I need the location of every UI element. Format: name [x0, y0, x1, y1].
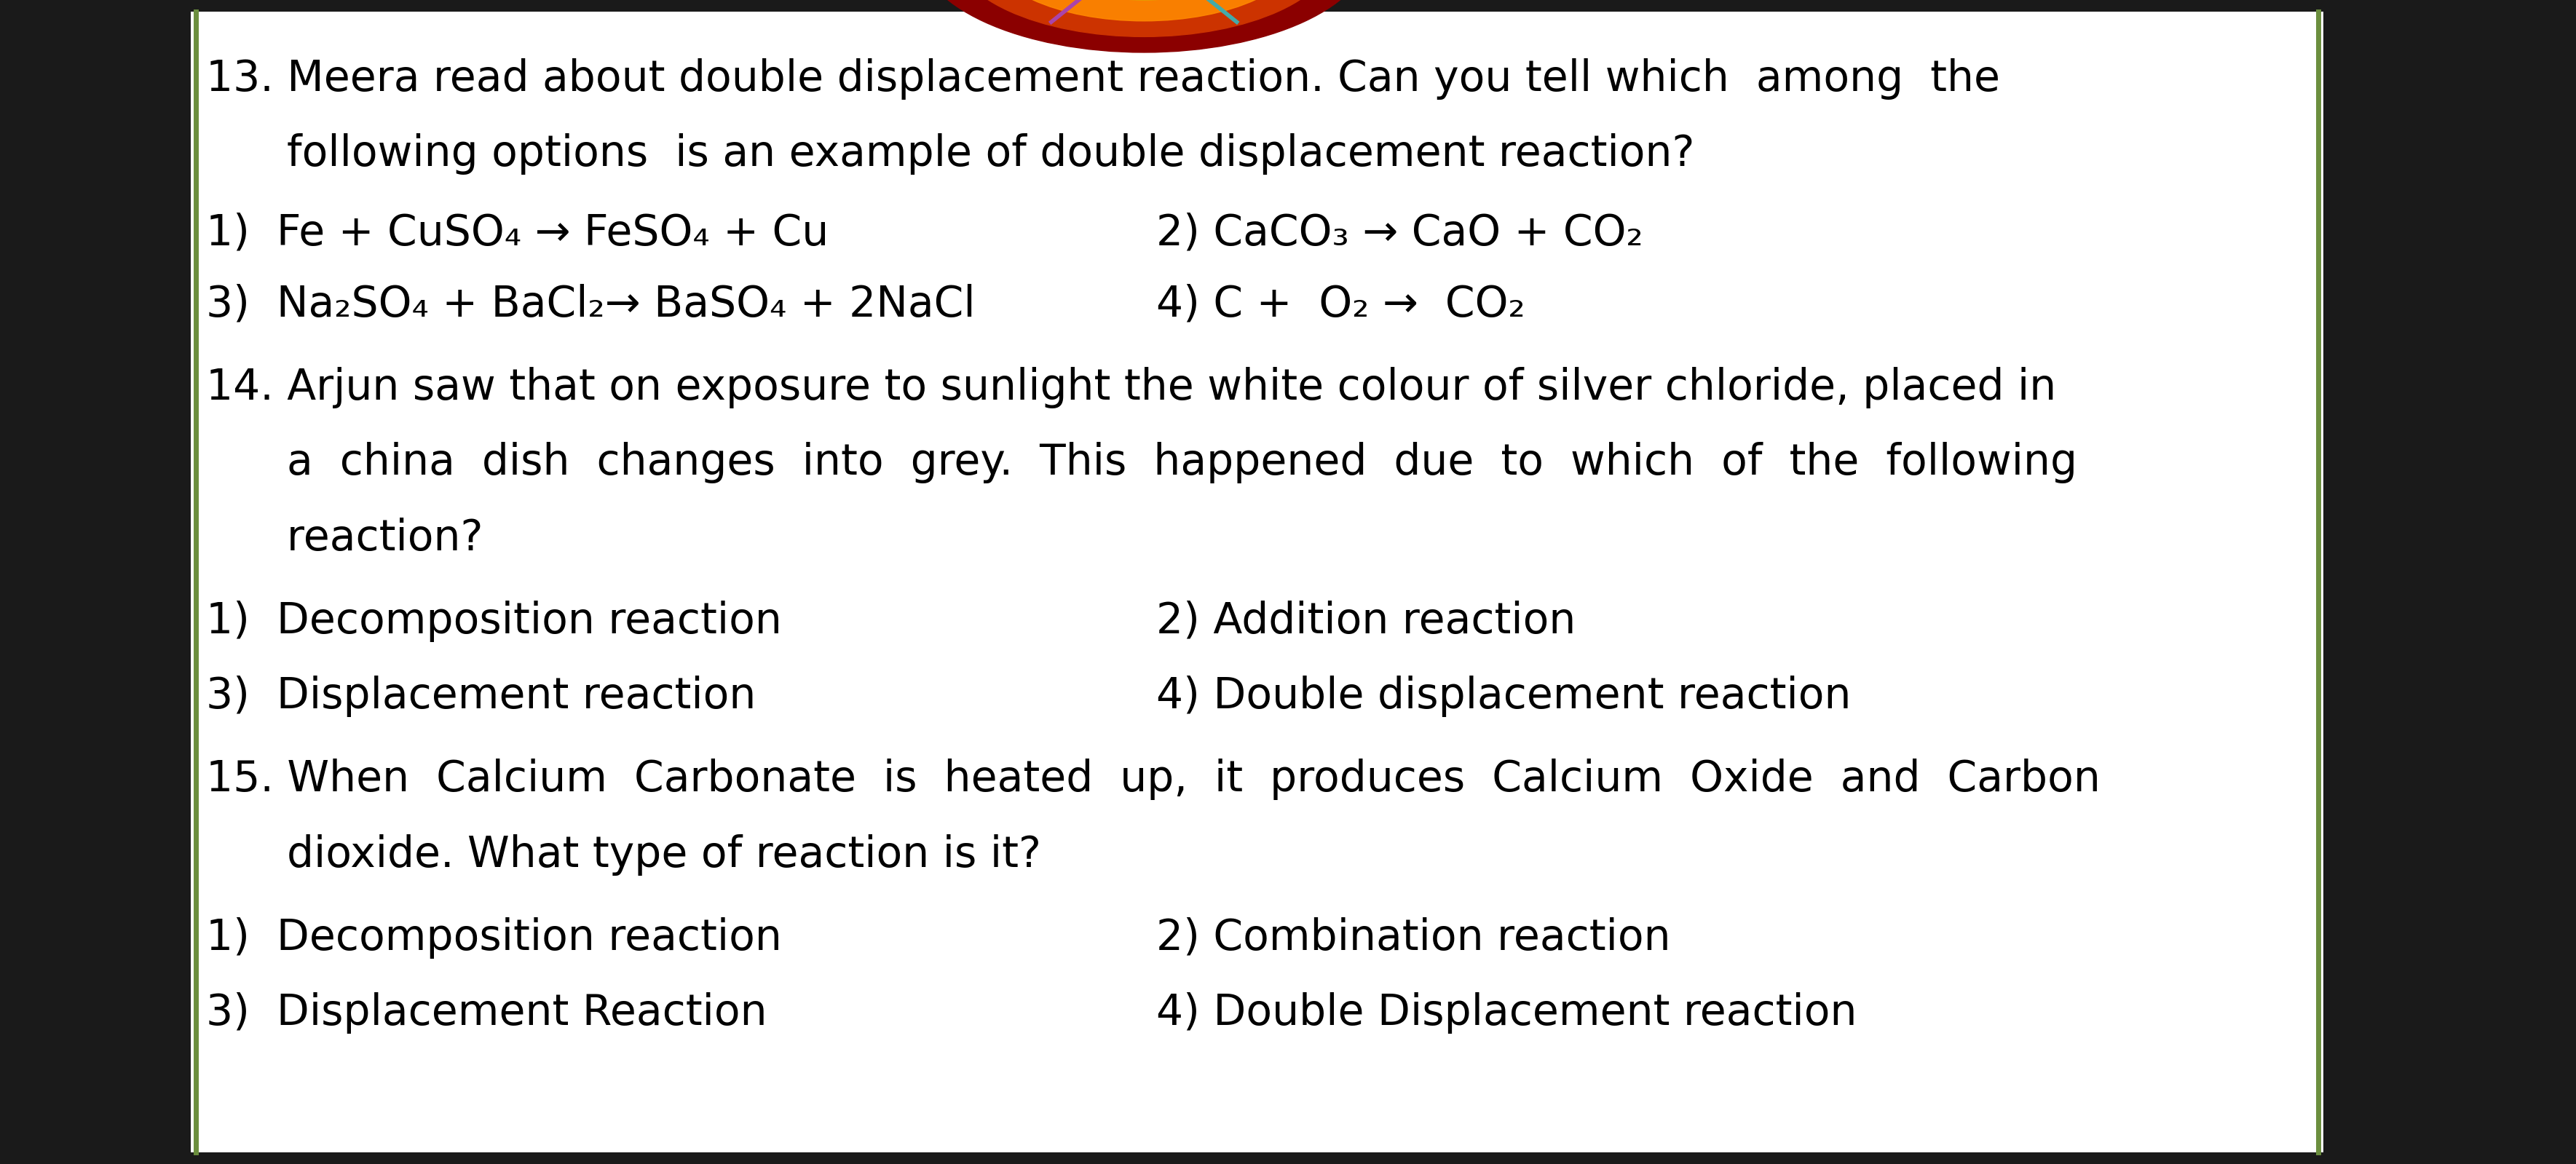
Text: following options  is an example of double displacement reaction?: following options is an example of doubl… [206, 134, 1695, 175]
Text: 4) Double displacement reaction: 4) Double displacement reaction [1157, 675, 1852, 717]
Text: 2) Combination reaction: 2) Combination reaction [1157, 917, 1672, 958]
Text: 13. Meera read about double displacement reaction. Can you tell which  among  th: 13. Meera read about double displacement… [206, 58, 1999, 100]
Circle shape [951, 0, 1337, 37]
Circle shape [917, 0, 1370, 52]
Text: 4) Double Displacement reaction: 4) Double Displacement reaction [1157, 992, 1857, 1034]
Text: reaction?: reaction? [206, 517, 484, 559]
FancyBboxPatch shape [191, 12, 2324, 1152]
Text: a  china  dish  changes  into  grey.  This  happened  due  to  which  of  the  f: a china dish changes into grey. This hap… [206, 442, 2076, 483]
Text: 4) C +  O₂ →  CO₂: 4) C + O₂ → CO₂ [1157, 284, 1525, 325]
Text: 14. Arjun saw that on exposure to sunlight the white colour of silver chloride, : 14. Arjun saw that on exposure to sunlig… [206, 367, 2056, 409]
Text: 15. When  Calcium  Carbonate  is  heated  up,  it  produces  Calcium  Oxide  and: 15. When Calcium Carbonate is heated up,… [206, 759, 2099, 800]
Circle shape [987, 0, 1303, 21]
Text: 2) Addition reaction: 2) Addition reaction [1157, 601, 1577, 641]
Text: 3)  Na₂SO₄ + BaCl₂→ BaSO₄ + 2NaCl: 3) Na₂SO₄ + BaCl₂→ BaSO₄ + 2NaCl [206, 284, 976, 325]
Text: 3)  Displacement Reaction: 3) Displacement Reaction [206, 992, 768, 1034]
Text: 3)  Displacement reaction: 3) Displacement reaction [206, 675, 757, 717]
Text: 1)  Fe + CuSO₄ → FeSO₄ + Cu: 1) Fe + CuSO₄ → FeSO₄ + Cu [206, 213, 829, 254]
Text: 1)  Decomposition reaction: 1) Decomposition reaction [206, 917, 783, 958]
Text: 1)  Decomposition reaction: 1) Decomposition reaction [206, 601, 783, 641]
Text: 2) CaCO₃ → CaO + CO₂: 2) CaCO₃ → CaO + CO₂ [1157, 213, 1643, 254]
Text: dioxide. What type of reaction is it?: dioxide. What type of reaction is it? [206, 833, 1041, 875]
